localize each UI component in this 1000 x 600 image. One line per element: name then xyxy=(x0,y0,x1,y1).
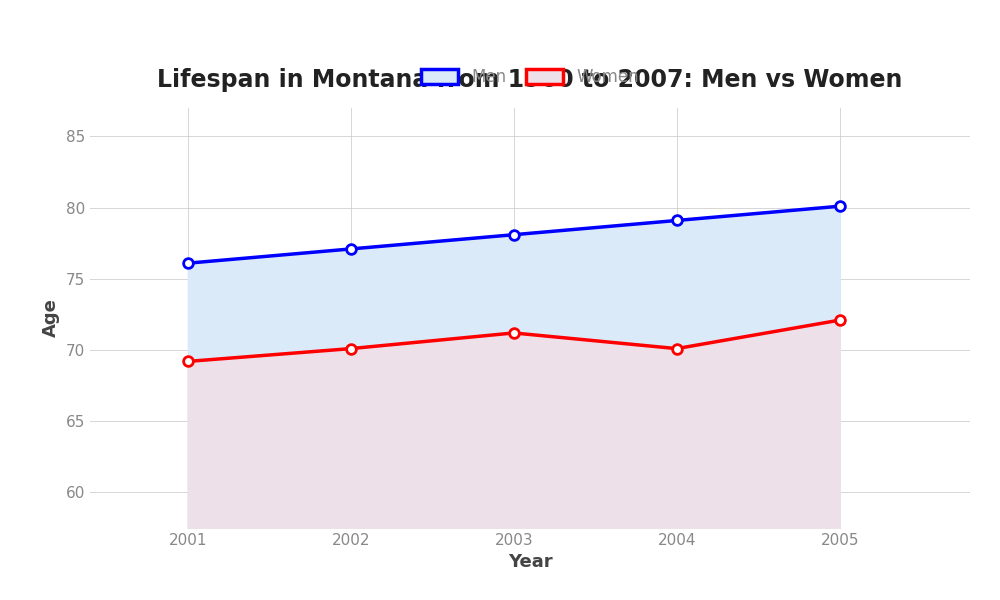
Y-axis label: Age: Age xyxy=(42,299,60,337)
Legend: Men, Women: Men, Women xyxy=(414,62,646,93)
Title: Lifespan in Montana from 1960 to 2007: Men vs Women: Lifespan in Montana from 1960 to 2007: M… xyxy=(157,68,903,92)
X-axis label: Year: Year xyxy=(508,553,552,571)
